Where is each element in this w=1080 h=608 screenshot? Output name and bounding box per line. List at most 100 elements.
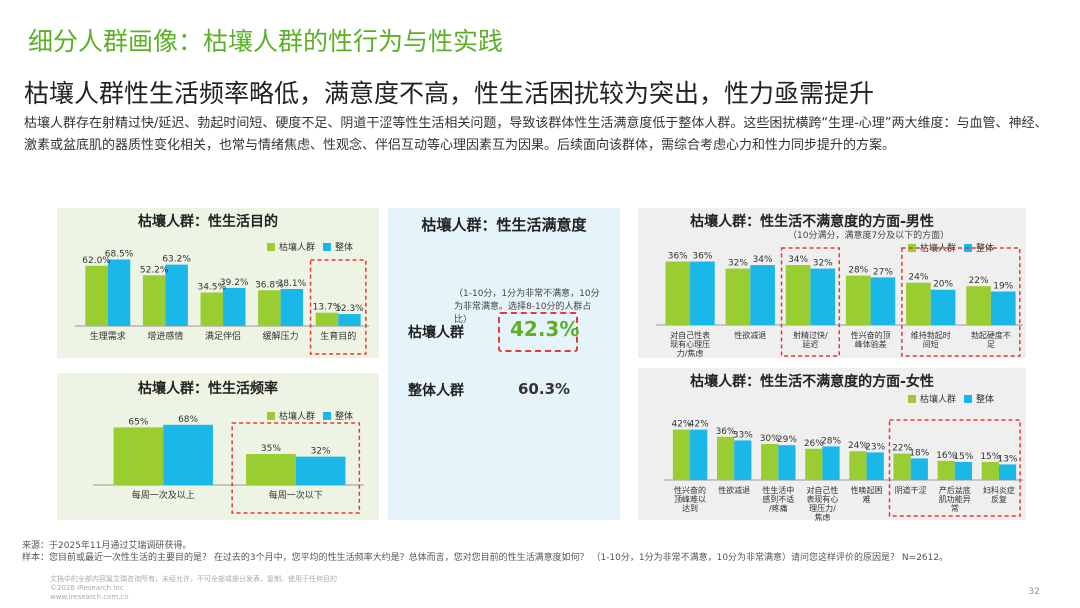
footer-line-2: ©2026 iResearch Inc bbox=[50, 584, 124, 592]
data-label-overall-0: 68.5% bbox=[105, 249, 134, 259]
bar-group-2 bbox=[200, 292, 223, 326]
page-subtitle: 枯壤人群性生活频率略低，满意度不高，性生活困扰较为突出，性力亟需提升 bbox=[24, 79, 875, 108]
satisfaction-value-overall: 60.3% bbox=[518, 380, 571, 398]
data-label-overall-7: 13% bbox=[998, 454, 1018, 464]
legend-label-s2: 整体 bbox=[976, 395, 995, 405]
bar-overall-3 bbox=[822, 446, 840, 480]
highlight-box-1 bbox=[901, 247, 1021, 357]
legend-swatch-s1 bbox=[908, 394, 916, 403]
data-label-overall-1: 63.2% bbox=[162, 255, 191, 265]
bar-group-4 bbox=[906, 282, 931, 325]
female-bar-chart: 42%42% 性兴奋的顶峰难以达到 36%33% 性欲减退 30%29% 性生活中感到不适… bbox=[664, 419, 1023, 522]
data-label-group-0: 65% bbox=[128, 417, 148, 427]
chart-legend: 枯壤人群 整体 bbox=[908, 392, 994, 405]
bar-group-3 bbox=[805, 448, 823, 480]
bar-group-1 bbox=[725, 268, 751, 325]
legend-label-s1: 枯壤人群 bbox=[279, 412, 316, 422]
category-label-4: 性唤起困难 bbox=[851, 485, 883, 504]
category-label-2: 满足伴侣 bbox=[205, 330, 241, 342]
data-label-group-0: 62.0% bbox=[82, 256, 111, 266]
category-label-7: 妇科炎症反复 bbox=[983, 485, 1015, 504]
bar-overall-2 bbox=[778, 445, 796, 480]
bar-group-4 bbox=[849, 451, 867, 480]
category-label-1: 性欲减退 bbox=[734, 330, 766, 340]
bar-overall-1 bbox=[750, 265, 775, 325]
bar-group-5 bbox=[966, 286, 991, 325]
bar-overall-4 bbox=[338, 314, 361, 326]
bar-overall-4 bbox=[930, 289, 956, 325]
legend-swatch-s2 bbox=[323, 411, 332, 420]
bar-overall-3 bbox=[870, 277, 896, 325]
legend-label-s1: 枯壤人群 bbox=[920, 395, 957, 405]
page-number: 32 bbox=[1028, 587, 1040, 597]
bar-overall-5 bbox=[910, 458, 928, 480]
data-label-group-0: 42% bbox=[671, 420, 691, 430]
bar-group-1 bbox=[142, 275, 166, 326]
highlight-box-0 bbox=[780, 247, 841, 357]
footer: 文档中的全部内容属艾瑞咨询所有，未经允许，不可全部或部分发表、复制、使用于任何目… bbox=[50, 575, 337, 602]
legend-swatch-s1 bbox=[267, 411, 275, 420]
highlight-box-0 bbox=[309, 259, 367, 355]
bar-overall-0 bbox=[107, 259, 131, 326]
data-label-overall-0: 68% bbox=[178, 415, 198, 425]
page-description: 枯壤人群存在射精过快/延迟、勃起时间短、硬度不足、阴道干涩等性生活相关问题，导致… bbox=[24, 116, 1048, 153]
data-label-overall-4: 20% bbox=[933, 280, 953, 290]
legend-label-s2: 整体 bbox=[335, 412, 354, 422]
data-label-group-2: 30% bbox=[760, 434, 780, 444]
data-label-group-1: 32% bbox=[728, 259, 748, 269]
data-label-overall-4: 12.3% bbox=[335, 304, 364, 314]
source-line-2: 样本：您目前或最近一次性生活的主要目的是？ 在过去的3个月中，您平均的性生活频率… bbox=[22, 553, 949, 563]
chart-title: 枯壤人群：性生活不满意度的方面-女性 bbox=[690, 374, 934, 390]
data-label-overall-6: 15% bbox=[953, 452, 973, 462]
page-title: 细分人群画像：枯壤人群的性行为与性实践 bbox=[28, 27, 504, 56]
data-label-group-4: 24% bbox=[848, 441, 868, 451]
bar-overall-5 bbox=[990, 291, 1016, 325]
data-label-group-3: 28% bbox=[848, 266, 868, 276]
legend-label-s1: 枯壤人群 bbox=[920, 244, 957, 254]
data-label-overall-5: 18% bbox=[909, 448, 929, 458]
bar-group-2 bbox=[785, 265, 811, 325]
data-label-group-0: 36% bbox=[668, 252, 688, 262]
data-label-group-5: 22% bbox=[892, 444, 912, 454]
category-label-3: 性兴奋的顶峰体验差 bbox=[851, 330, 891, 349]
legend-label-s1: 枯壤人群 bbox=[279, 243, 316, 253]
bar-overall-6 bbox=[954, 462, 973, 480]
satisfaction-label-group: 枯壤人群 bbox=[408, 325, 464, 341]
highlight-box-0 bbox=[231, 422, 361, 514]
category-label-6: 产后盆底肌功能异常 bbox=[939, 485, 971, 513]
data-label-overall-4: 23% bbox=[865, 442, 885, 452]
data-label-group-2: 34.5% bbox=[197, 282, 226, 292]
bar-group-3 bbox=[845, 275, 871, 325]
bar-group-0 bbox=[665, 261, 691, 325]
bar-group-2 bbox=[761, 444, 779, 480]
data-label-overall-2: 32% bbox=[813, 259, 833, 269]
data-label-group-7: 15% bbox=[980, 452, 1000, 462]
category-label-3: 对自己性表现有心理压力/焦虑 bbox=[806, 485, 838, 522]
category-label-4: 生育目的 bbox=[320, 330, 356, 342]
bar-group-0 bbox=[672, 429, 691, 480]
data-label-overall-2: 39.2% bbox=[220, 278, 249, 288]
bar-group-7 bbox=[981, 462, 999, 480]
chart-subtitle: （10分满分，满意度7分及以下的方面） bbox=[788, 231, 950, 241]
frequency-bar-chart: 65% 68% 每周一次及以上 35% 32% 每周一次以下 bbox=[93, 415, 364, 514]
bar-group-6 bbox=[937, 460, 955, 480]
chart-panel-male: 枯壤人群：性生活不满意度的方面-男性 （10分满分，满意度7分及以下的方面） 枯… bbox=[638, 208, 1026, 358]
bar-group-3 bbox=[258, 290, 281, 326]
bar-overall-2 bbox=[810, 268, 836, 325]
chart-panel-frequency: 枯壤人群：性生活频率 枯壤人群 整体 65% 68% 每周一次及以上 35% 32% 每周… bbox=[57, 373, 379, 520]
data-label-overall-3: 28% bbox=[821, 436, 841, 446]
male-bar-chart: 36% 36% 对自己性表现有心理压力/焦虑 32% 34% 性欲减退 34% 32% 射精过快… bbox=[656, 247, 1023, 358]
data-label-group-1: 36% bbox=[716, 427, 736, 437]
category-label-0: 对自己性表现有心理压力/焦虑 bbox=[670, 330, 710, 358]
category-label-0: 生理需求 bbox=[90, 330, 126, 342]
chart-title: 枯壤人群：性生活满意度 bbox=[421, 216, 587, 234]
data-label-overall-1: 34% bbox=[753, 255, 773, 265]
chart-title: 枯壤人群：性生活不满意度的方面-男性 bbox=[690, 214, 934, 230]
data-label-group-2: 34% bbox=[788, 255, 808, 265]
data-label-group-1: 35% bbox=[261, 444, 281, 454]
category-label-2: 射精过快/延迟 bbox=[793, 330, 828, 349]
bar-overall-2 bbox=[223, 287, 246, 326]
bar-group-4 bbox=[315, 312, 339, 326]
data-label-overall-3: 38.1% bbox=[278, 279, 307, 289]
satisfaction-value-group: 42.3% bbox=[510, 317, 580, 341]
